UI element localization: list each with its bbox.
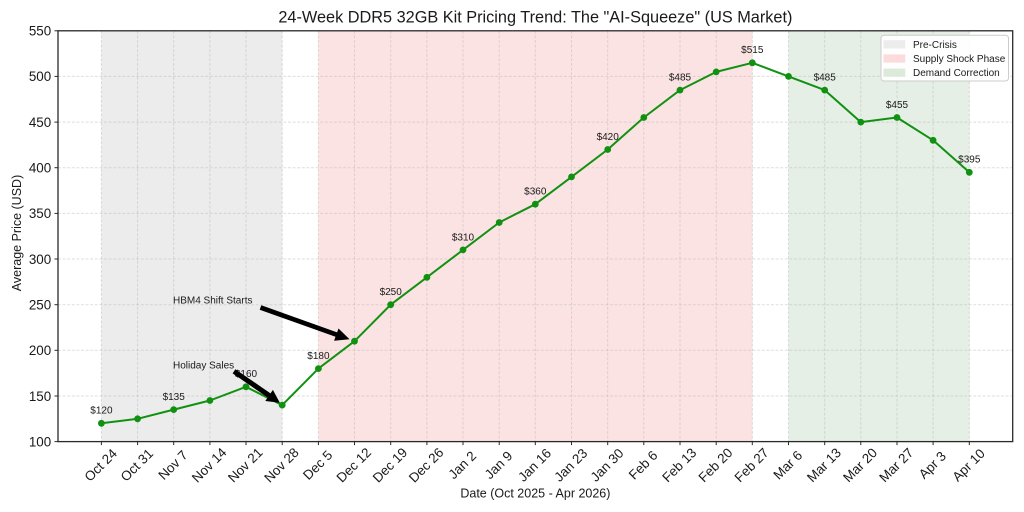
svg-text:$180: $180: [307, 351, 330, 362]
svg-text:$310: $310: [452, 232, 475, 243]
svg-text:$160: $160: [235, 369, 258, 380]
svg-text:200: 200: [29, 343, 51, 358]
svg-text:150: 150: [29, 389, 51, 404]
svg-text:24-Week DDR5 32GB Kit Pricing: 24-Week DDR5 32GB Kit Pricing Trend: The…: [278, 9, 792, 27]
svg-text:Pre-Crisis: Pre-Crisis: [913, 40, 957, 51]
svg-text:$485: $485: [814, 73, 837, 84]
svg-text:250: 250: [29, 298, 51, 313]
svg-text:$250: $250: [380, 287, 403, 298]
svg-text:$455: $455: [886, 100, 909, 111]
svg-text:Supply Shock Phase: Supply Shock Phase: [913, 54, 1006, 65]
svg-text:$120: $120: [90, 406, 113, 417]
svg-text:450: 450: [29, 115, 51, 130]
svg-text:$360: $360: [524, 187, 547, 198]
svg-text:550: 550: [29, 24, 51, 39]
svg-text:350: 350: [29, 206, 51, 221]
svg-text:100: 100: [29, 434, 51, 449]
svg-text:Average Price (USD): Average Price (USD): [10, 175, 24, 291]
svg-text:HBM4 Shift Starts: HBM4 Shift Starts: [173, 296, 252, 307]
svg-text:$395: $395: [958, 155, 981, 166]
svg-text:300: 300: [29, 252, 51, 267]
svg-text:$135: $135: [163, 392, 186, 403]
svg-text:$420: $420: [597, 132, 620, 143]
svg-text:500: 500: [29, 69, 51, 84]
svg-text:Holiday Sales: Holiday Sales: [173, 361, 234, 372]
svg-text:$485: $485: [669, 73, 692, 84]
svg-text:Date (Oct 2025 - Apr 2026): Date (Oct 2025 - Apr 2026): [460, 487, 610, 501]
svg-text:$515: $515: [741, 45, 764, 56]
svg-text:Demand Correction: Demand Correction: [913, 68, 1000, 79]
svg-text:400: 400: [29, 161, 51, 176]
